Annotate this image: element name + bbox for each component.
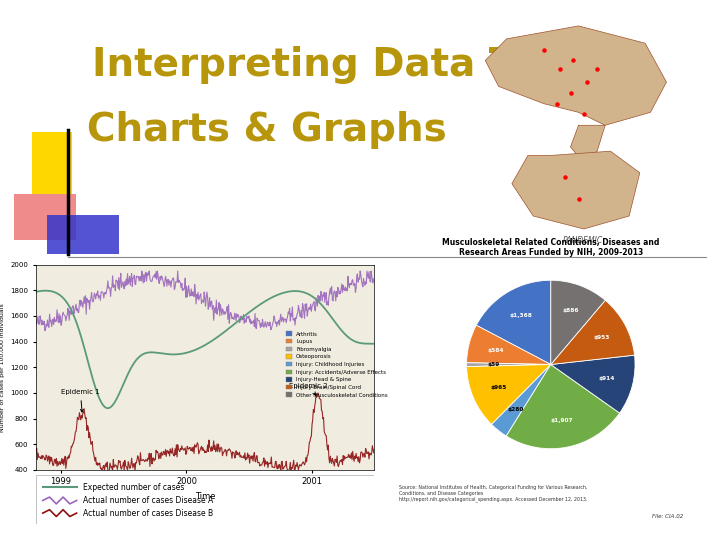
Text: Actual number of cases Disease B: Actual number of cases Disease B bbox=[84, 509, 214, 518]
Text: $965: $965 bbox=[490, 384, 506, 390]
Y-axis label: Number of cases per 100,000 individuals: Number of cases per 100,000 individuals bbox=[0, 303, 5, 431]
Wedge shape bbox=[551, 280, 606, 364]
Polygon shape bbox=[512, 151, 640, 229]
Point bbox=[573, 194, 585, 203]
Point bbox=[559, 173, 571, 181]
Point bbox=[591, 65, 603, 73]
Point bbox=[554, 65, 566, 73]
Text: Actual number of cases Disease A: Actual number of cases Disease A bbox=[84, 496, 214, 505]
Point bbox=[538, 45, 549, 54]
Text: Epidemic 1: Epidemic 1 bbox=[61, 389, 100, 412]
Wedge shape bbox=[467, 325, 551, 364]
Legend: Arthritis, Lupus, Fibromyalgia, Osteoporosis, Injury: Childhood Injuries, Injury: Arthritis, Lupus, Fibromyalgia, Osteopor… bbox=[284, 329, 390, 400]
Point bbox=[567, 56, 579, 65]
Text: Interpreting Data Tables: Interpreting Data Tables bbox=[92, 46, 628, 84]
Text: $1,368: $1,368 bbox=[510, 313, 533, 318]
Text: $1,907: $1,907 bbox=[551, 418, 573, 423]
Wedge shape bbox=[506, 364, 620, 449]
Text: Epidemic 2: Epidemic 2 bbox=[289, 383, 328, 395]
Point bbox=[581, 78, 593, 86]
Wedge shape bbox=[492, 364, 551, 436]
Wedge shape bbox=[551, 300, 634, 364]
Text: $59: $59 bbox=[487, 362, 500, 367]
Wedge shape bbox=[467, 364, 551, 424]
Point bbox=[564, 89, 576, 97]
Bar bbox=[14, 194, 76, 240]
Bar bbox=[47, 215, 119, 254]
Wedge shape bbox=[476, 280, 551, 364]
Bar bbox=[32, 132, 72, 194]
Text: File: CIA.02: File: CIA.02 bbox=[652, 514, 683, 519]
Wedge shape bbox=[551, 355, 635, 413]
Title: Musculoskeletal Related Conditions, Diseases and
Research Areas Funded by NIH, 2: Musculoskeletal Related Conditions, Dise… bbox=[442, 238, 660, 257]
X-axis label: Time: Time bbox=[195, 492, 215, 501]
Text: $886: $886 bbox=[562, 308, 579, 313]
Text: $953: $953 bbox=[593, 335, 610, 340]
Text: $914: $914 bbox=[598, 376, 614, 381]
Text: Expected number of cases: Expected number of cases bbox=[84, 483, 185, 492]
Text: $584: $584 bbox=[487, 348, 503, 353]
Text: Charts & Graphs: Charts & Graphs bbox=[86, 111, 446, 148]
Point bbox=[552, 99, 563, 108]
Text: Source: National Institutes of Health, Categorical Funding for Various Research,: Source: National Institutes of Health, C… bbox=[399, 485, 588, 502]
Text: $280: $280 bbox=[507, 407, 523, 412]
Point bbox=[578, 110, 590, 119]
Polygon shape bbox=[570, 125, 605, 160]
Polygon shape bbox=[485, 26, 667, 125]
Wedge shape bbox=[467, 363, 551, 367]
Text: PANDEMIC: PANDEMIC bbox=[563, 236, 603, 245]
